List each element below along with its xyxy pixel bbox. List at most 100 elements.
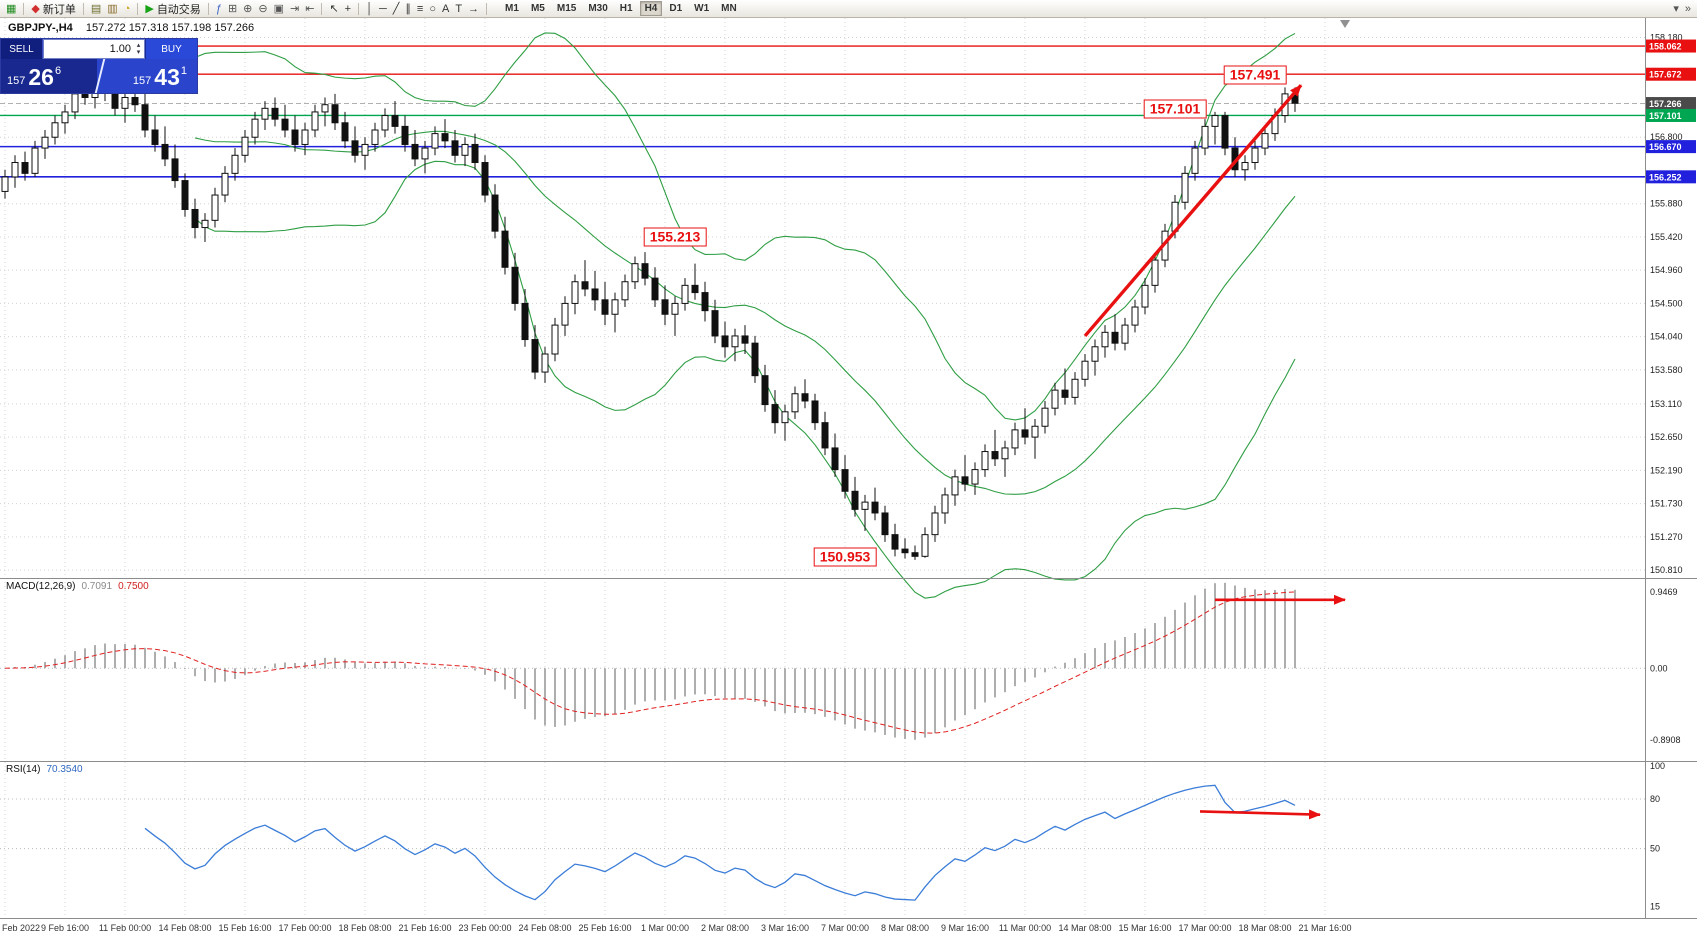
svg-text:153.580: 153.580 bbox=[1650, 365, 1683, 375]
timeframe-m5[interactable]: M5 bbox=[530, 3, 545, 14]
svg-text:156.252: 156.252 bbox=[1649, 172, 1682, 182]
horizontal-line-icon: ─ bbox=[378, 2, 387, 15]
toolbar-new-chart[interactable]: ▦ bbox=[3, 1, 19, 17]
svg-text:3 Mar 16:00: 3 Mar 16:00 bbox=[761, 923, 809, 933]
macd-indicator bbox=[0, 582, 1645, 740]
timeframe-w1[interactable]: W1 bbox=[694, 3, 710, 14]
add-indicator-icon: ⊞ bbox=[227, 2, 238, 15]
tile-windows-icon: ▣ bbox=[273, 2, 284, 15]
macd-signal-value: 0.7500 bbox=[118, 581, 149, 592]
svg-text:1 Mar 00:00: 1 Mar 00:00 bbox=[641, 923, 689, 933]
toolbar-profiles[interactable]: ▥ bbox=[104, 1, 120, 17]
timeframe-mn[interactable]: MN bbox=[721, 3, 737, 14]
volume-decrease[interactable]: ▾ bbox=[136, 49, 141, 56]
svg-text:9 Feb 16:00: 9 Feb 16:00 bbox=[41, 923, 89, 933]
toolbar-shapes[interactable]: ○ bbox=[426, 1, 439, 17]
svg-text:21 Mar 16:00: 21 Mar 16:00 bbox=[1298, 923, 1351, 933]
horizontal-line-objects[interactable] bbox=[0, 45, 1645, 178]
svg-text:157.101: 157.101 bbox=[1649, 111, 1682, 121]
timeframe-h1[interactable]: H1 bbox=[619, 3, 633, 14]
toolbar-trendline[interactable]: ╱ bbox=[390, 1, 403, 17]
svg-text:0.9469: 0.9469 bbox=[1650, 587, 1678, 597]
svg-text:158.062: 158.062 bbox=[1649, 42, 1682, 52]
time-axis[interactable]: Feb 2022 9 Feb 16:00 11 Feb 00:00 14 Feb 08… bbox=[2, 923, 1352, 933]
svg-text:7 Mar 00:00: 7 Mar 00:00 bbox=[821, 923, 869, 933]
toolbar-customize-icon: ▾ bbox=[1673, 2, 1679, 15]
shapes-icon: ○ bbox=[429, 2, 436, 15]
toolbar-channel[interactable]: ∥ bbox=[402, 1, 414, 17]
svg-text:158.180: 158.180 bbox=[1650, 33, 1683, 43]
toolbar-charts-list[interactable]: ▤ bbox=[88, 1, 104, 17]
svg-text:155.420: 155.420 bbox=[1650, 232, 1683, 242]
toolbar-chart-shift[interactable]: ⇤ bbox=[302, 1, 317, 17]
toolbar-separator bbox=[137, 2, 139, 15]
profiles-icon: ▥ bbox=[107, 2, 118, 15]
toolbar-tile-windows[interactable]: ▣ bbox=[271, 1, 287, 17]
price-scale[interactable]: 158.180 156.800 155.880 155.420 154.960 154.5… bbox=[1650, 33, 1683, 912]
svg-text:14 Feb 08:00: 14 Feb 08:00 bbox=[158, 923, 211, 933]
auto-trading-label: 自动交易 bbox=[156, 3, 201, 16]
macd-main-value: 0.7091 bbox=[81, 581, 113, 592]
trend-arrow[interactable] bbox=[1199, 809, 1321, 820]
buy-button[interactable]: BUY bbox=[145, 39, 197, 59]
sell-price[interactable]: 157 26 6 bbox=[1, 59, 97, 93]
buy-price[interactable]: 157 43 1 bbox=[97, 59, 197, 93]
symbol-name: GBPJPY-,H4 bbox=[8, 22, 73, 34]
alerts-icon: ◔ bbox=[123, 2, 131, 15]
sell-price-prefix: 157 bbox=[7, 75, 26, 87]
toolbar-fibonacci[interactable]: ≡ bbox=[414, 1, 426, 17]
bollinger-bands bbox=[194, 32, 1296, 599]
svg-text:153.110: 153.110 bbox=[1650, 399, 1682, 409]
toolbar-text-label[interactable]: T bbox=[452, 1, 465, 17]
toolbar-text[interactable]: A bbox=[439, 1, 452, 17]
toolbar-toolbar-customize[interactable]: ▾ bbox=[1670, 1, 1682, 17]
toolbar-auto-trading[interactable]: ▶ 自动交易 bbox=[142, 1, 203, 17]
toolbar-toolbar-overflow[interactable]: » bbox=[1682, 1, 1694, 17]
timeframe-d1[interactable]: D1 bbox=[669, 3, 683, 14]
toolbar-arrows-tool[interactable]: → bbox=[465, 1, 482, 17]
toolbar-horizontal-line[interactable]: ─ bbox=[376, 1, 390, 17]
timeframe-h4[interactable]: H4 bbox=[639, 1, 663, 16]
toolbar-vertical-line[interactable]: │ bbox=[363, 1, 376, 17]
chart-shift-marker[interactable] bbox=[1340, 20, 1350, 28]
buy-price-prefix: 157 bbox=[132, 75, 152, 87]
toolbar-zoom-in[interactable]: ⊕ bbox=[240, 1, 255, 17]
svg-text:2 Mar 08:00: 2 Mar 08:00 bbox=[701, 923, 749, 933]
auto-trading-icon: ▶ bbox=[145, 2, 154, 15]
rsi-indicator bbox=[0, 784, 1645, 901]
volume-increase[interactable]: ▴ bbox=[136, 42, 141, 49]
sell-price-big: 26 bbox=[28, 64, 54, 90]
pane-separators[interactable] bbox=[0, 18, 1697, 919]
svg-text:156.800: 156.800 bbox=[1650, 132, 1683, 142]
toolbar-new-order[interactable]: ◆ 新订单 bbox=[28, 1, 78, 17]
timeframe-m30[interactable]: M30 bbox=[588, 3, 608, 14]
timeframe-buttons: M1 M5 M15 M30 H1 H4 D1 W1 MN bbox=[499, 0, 743, 17]
charts-list-icon: ▤ bbox=[90, 2, 102, 15]
toolbar-auto-scroll[interactable]: ⇥ bbox=[287, 1, 302, 17]
toolbar-zoom-out[interactable]: ⊖ bbox=[255, 1, 270, 17]
text-label-icon: T bbox=[455, 2, 463, 15]
timeframe-m15[interactable]: M15 bbox=[556, 3, 577, 14]
toolbar-crosshair[interactable]: + bbox=[342, 1, 354, 17]
text-icon: A bbox=[441, 2, 450, 15]
toolbar-separator bbox=[358, 2, 360, 15]
trend-arrow[interactable] bbox=[1083, 84, 1303, 338]
toolbar-indicator-list[interactable]: ƒ bbox=[213, 1, 225, 17]
svg-text:17 Feb 00:00: 17 Feb 00:00 bbox=[278, 923, 331, 933]
volume-field[interactable]: 1.00 ▴ ▾ bbox=[43, 39, 145, 59]
svg-text:8 Mar 08:00: 8 Mar 08:00 bbox=[881, 923, 929, 933]
sell-button[interactable]: SELL bbox=[1, 39, 43, 59]
volume-value[interactable]: 1.00 bbox=[109, 43, 131, 55]
toolbar-cursor[interactable]: ↖ bbox=[326, 1, 341, 17]
chart-title: GBPJPY-,H4 157.272 157.318 157.198 157.2… bbox=[8, 22, 254, 34]
toolbar-add-indicator[interactable]: ⊞ bbox=[225, 1, 240, 17]
svg-text:151.730: 151.730 bbox=[1650, 499, 1683, 509]
indicator-list-icon: ƒ bbox=[215, 2, 222, 15]
toolbar-alerts[interactable]: ◔ bbox=[121, 1, 134, 17]
toolbar: ▦ ◆ 新订单 ▤ ▥ ◔ ▶ 自动交易 ƒ ⊞ ⊕ ⊖ ▣ ⇥ ⇤ ↖ + │ ─ ╱ ∥ ≡ ○ A T → M1 M5 M15 M… bbox=[0, 0, 1697, 18]
timeframe-m1[interactable]: M1 bbox=[505, 3, 519, 14]
trendline-icon: ╱ bbox=[392, 2, 400, 15]
sell-price-pip: 6 bbox=[54, 65, 62, 77]
